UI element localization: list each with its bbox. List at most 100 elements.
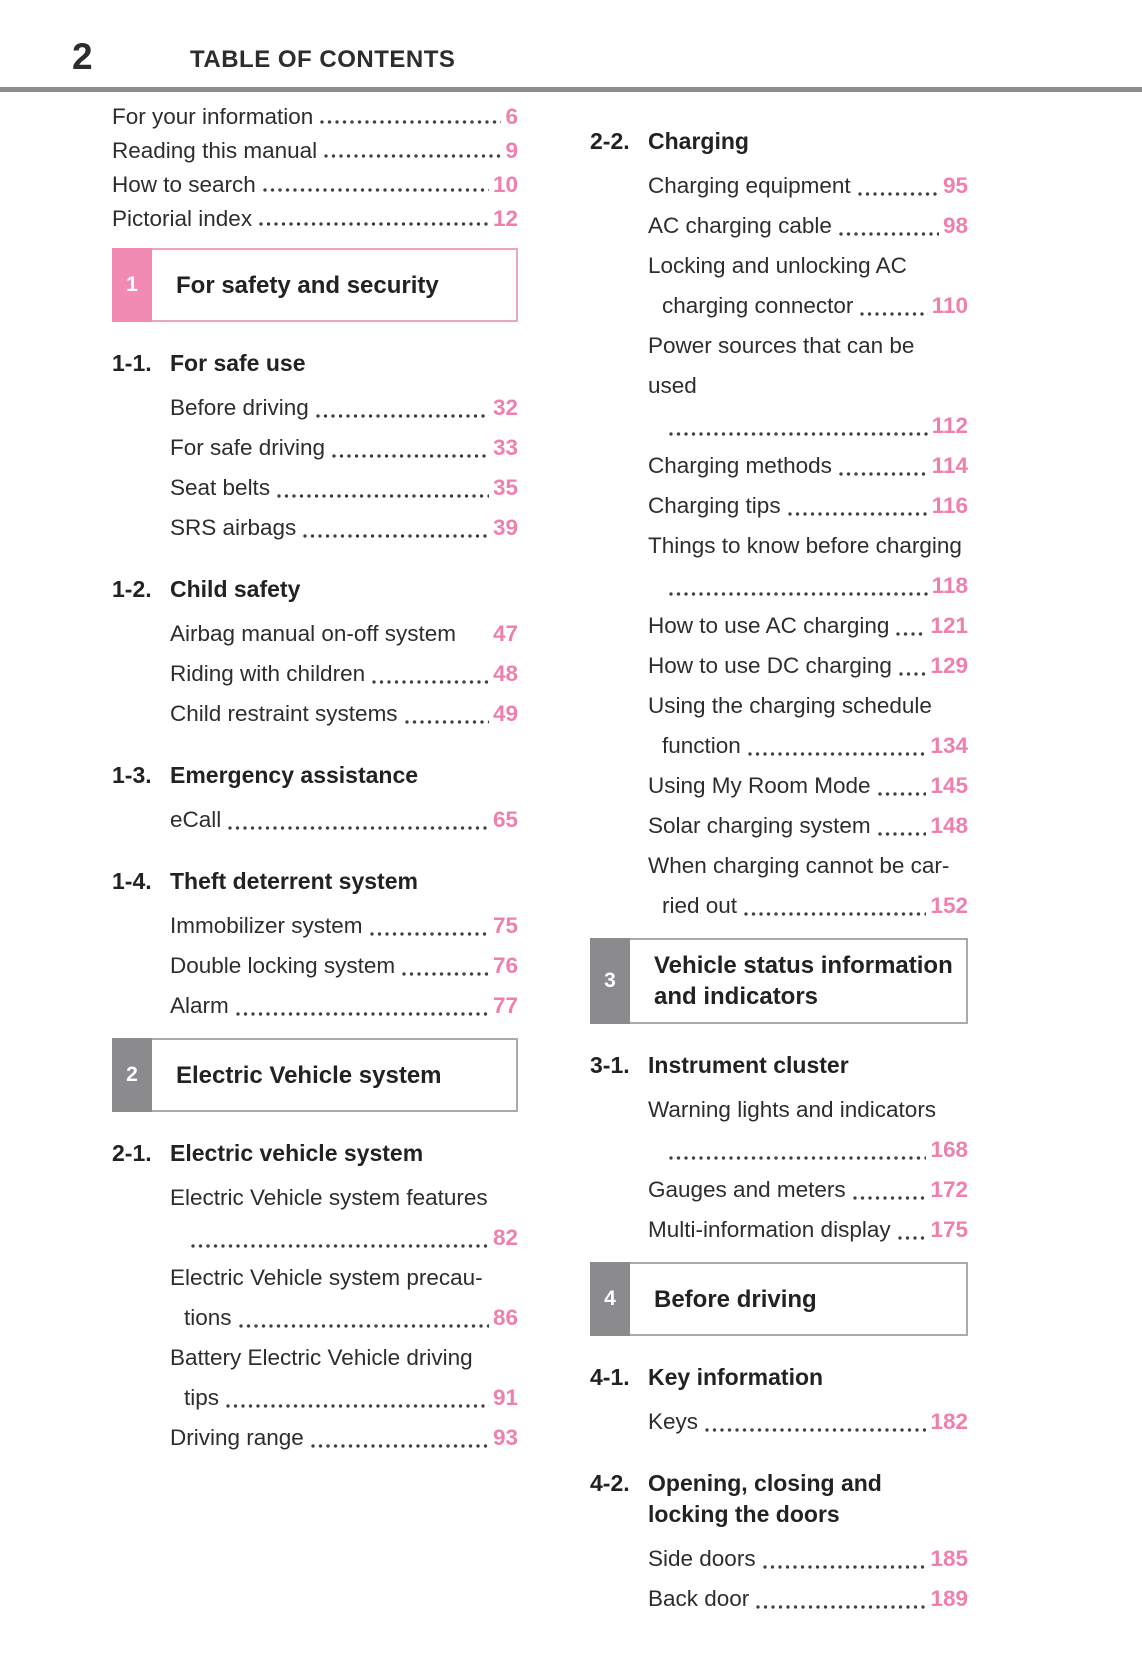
toc-entry-line: Using My Room Mode 145 <box>648 766 968 806</box>
toc-entry-page: 76 <box>492 953 518 978</box>
subsection-number: 1-4. <box>112 868 152 894</box>
dot-leader-icon <box>857 286 928 326</box>
toc-entry: Charging methods 114 <box>648 446 968 486</box>
section-title-line: Electric Vehicle system <box>176 1061 442 1089</box>
toc-entry-line: function 134 <box>648 726 968 766</box>
subsection-2-2: 2-2. Charging Charging equipment 95 AC charg… <box>590 126 968 926</box>
subsection-1-2: 1-2. Child safety Airbag manual on-off sys… <box>112 574 518 734</box>
dot-leader-icon <box>874 806 927 846</box>
frontmatter-list: For your information 6 Reading this manual… <box>112 100 518 236</box>
toc-entry-page: 98 <box>942 213 968 238</box>
subsection-title: Key information <box>648 1364 824 1390</box>
dot-leader-icon <box>835 206 939 246</box>
toc-entry: Alarm 77 <box>170 986 518 1026</box>
toc-entry-label: Keys <box>648 1409 699 1434</box>
toc-entry-line: For safe driving 33 <box>170 428 518 468</box>
subsection-3-1: 3-1. Instrument cluster Warning lights and… <box>590 1050 968 1250</box>
dot-leader-icon <box>753 1579 927 1619</box>
toc-entry-label: Electric Vehicle system precau- <box>170 1265 483 1290</box>
toc-entry-label: Things to know before charging <box>648 533 962 558</box>
toc-entry-label: Solar charging system <box>648 813 871 838</box>
dot-leader-icon <box>235 1298 489 1338</box>
toc-entry-line: Side doors 185 <box>648 1539 968 1579</box>
subsection-heading: 1-1. For safe use <box>112 348 518 379</box>
section-title-line: Before driving <box>654 1285 817 1313</box>
dot-leader-icon <box>369 654 489 694</box>
toc-entry-page: 189 <box>930 1586 968 1611</box>
subsection-title: For safe use <box>170 350 306 376</box>
toc-entry: Side doors 185 <box>648 1539 968 1579</box>
toc-entry-line: 118 <box>648 566 968 606</box>
toc-entry-label: SRS airbags <box>170 515 297 540</box>
subsection-1-3: 1-3. Emergency assistance eCall 65 <box>112 760 518 840</box>
subsection-heading: 1-4. Theft deterrent system <box>112 866 518 897</box>
toc-entry-page: 49 <box>492 701 518 726</box>
toc-entry-line: Driving range 93 <box>170 1418 518 1458</box>
dot-leader-icon <box>300 508 489 548</box>
subsection-entries: Electric Vehicle system features 82 Electr… <box>112 1178 518 1458</box>
dot-leader-icon <box>666 1130 927 1170</box>
section-title: Before driving <box>630 1264 966 1334</box>
toc-entry-line: Back door 189 <box>648 1579 968 1619</box>
toc-entry: Riding with children 48 <box>170 654 518 694</box>
toc-entry: Things to know before charging 118 <box>648 526 968 606</box>
toc-entry-line: ried out 152 <box>648 886 968 926</box>
subsection-entries: Side doors 185 Back door 189 <box>590 1539 968 1619</box>
subsection-title: Electric vehicle system <box>170 1140 424 1166</box>
toc-entry-line: How to search 10 <box>112 168 518 202</box>
toc-entry-label: When charging cannot be car- <box>648 853 950 878</box>
section-title: Vehicle status information and indicators <box>630 940 966 1022</box>
toc-entry-line: Keys 182 <box>648 1402 968 1442</box>
toc-entry: When charging cannot be car-ried out 152 <box>648 846 968 926</box>
toc-entry-page: 82 <box>492 1225 518 1250</box>
section-number-tab: 4 <box>590 1262 630 1336</box>
toc-entry-line: tips 91 <box>170 1378 518 1418</box>
dot-leader-icon <box>399 946 489 986</box>
dot-leader-icon <box>849 1170 927 1210</box>
toc-entry-label: Pictorial index <box>112 206 253 231</box>
dot-leader-icon <box>666 566 928 606</box>
dot-leader-icon <box>835 446 928 486</box>
toc-entry-label: Airbag manual on-off system <box>170 621 456 646</box>
section-title-line: Vehicle status information <box>654 952 953 979</box>
toc-entry-label-continuation: ried out <box>662 893 738 918</box>
page-number: 2 <box>72 36 94 77</box>
toc-entry: Charging equipment 95 <box>648 166 968 206</box>
toc-entry-label: Charging equipment <box>648 173 851 198</box>
toc-entry-label: For your information <box>112 104 314 129</box>
toc-entry: How to use DC charging 129 <box>648 646 968 686</box>
toc-entry-line: 82 <box>170 1218 518 1258</box>
toc-entry-line: Riding with children 48 <box>170 654 518 694</box>
subsection-number: 1-2. <box>112 576 152 602</box>
toc-entry-page: 112 <box>931 413 968 438</box>
subsection-heading: 2-1. Electric vehicle system <box>112 1138 518 1169</box>
toc-entry: How to search 10 <box>112 168 518 202</box>
toc-entry-label: Warning lights and indicators <box>648 1097 937 1122</box>
toc-entry-line: Double locking system 76 <box>170 946 518 986</box>
subsection-title: Child safety <box>170 576 301 602</box>
toc-entry: Immobilizer system 75 <box>170 906 518 946</box>
header-rule <box>0 87 1142 92</box>
toc-entry: For safe driving 33 <box>170 428 518 468</box>
section-box-1: 1 For safety and security <box>112 248 518 322</box>
dot-leader-icon <box>401 694 489 734</box>
toc-entry: Charging tips 116 <box>648 486 968 526</box>
dot-leader-icon <box>895 646 927 686</box>
dot-leader-icon <box>274 468 489 508</box>
toc-entry-page: 93 <box>492 1425 518 1450</box>
toc-entry-page: 152 <box>930 893 968 918</box>
dot-leader-icon <box>366 906 489 946</box>
toc-entry-label: Before driving <box>170 395 309 420</box>
toc-entry: Seat belts 35 <box>170 468 518 508</box>
subsection-title: Charging <box>648 128 749 154</box>
toc-entry-label: Child restraint systems <box>170 701 398 726</box>
toc-entry: Solar charging system 148 <box>648 806 968 846</box>
toc-entry-label: Charging tips <box>648 493 781 518</box>
dot-leader-icon <box>188 1218 489 1258</box>
toc-entry-page: 148 <box>930 813 968 838</box>
toc-entry-label-continuation: tions <box>184 1305 232 1330</box>
toc-entry-label: Power sources that can be used <box>648 333 915 398</box>
toc-entry-label: Driving range <box>170 1425 304 1450</box>
toc-entry-label: eCall <box>170 807 222 832</box>
